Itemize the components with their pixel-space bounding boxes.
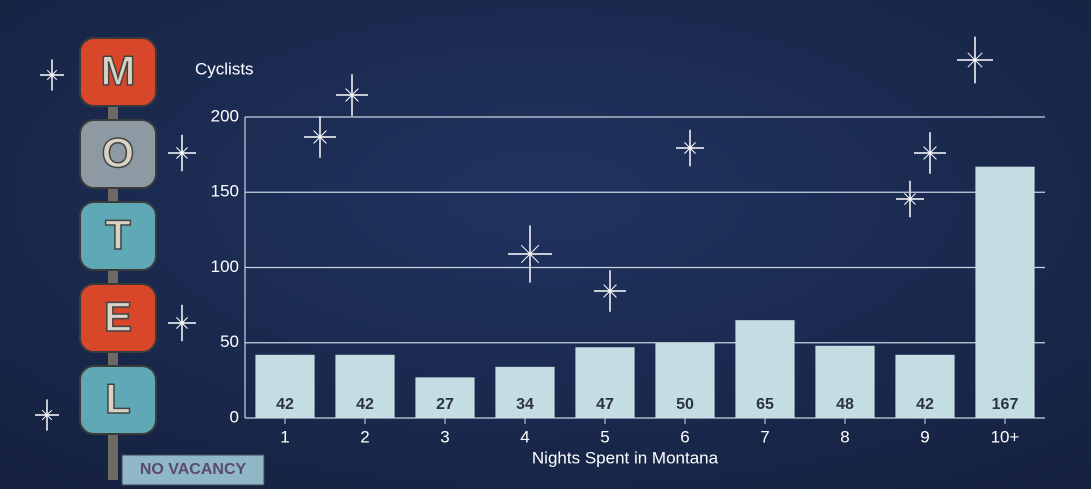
star-ray xyxy=(176,147,188,159)
bar xyxy=(655,342,715,418)
sign-letter: T xyxy=(105,211,131,258)
sign-panel xyxy=(79,119,157,189)
x-tick-label: 3 xyxy=(440,427,449,446)
star-ray xyxy=(41,409,53,421)
y-tick-label: 200 xyxy=(211,106,239,125)
x-tick-label: 9 xyxy=(920,427,929,446)
vacancy-text: NO VACANCY xyxy=(140,461,247,478)
star-ray xyxy=(967,52,983,68)
x-tick-label: 8 xyxy=(840,427,849,446)
star-ray xyxy=(603,284,617,298)
sign-panel xyxy=(79,37,157,107)
bar xyxy=(255,354,315,418)
value-label: 27 xyxy=(436,396,454,413)
y-tick-label: 50 xyxy=(220,332,239,351)
x-tick-label: 1 xyxy=(280,427,289,446)
x-tick-label: 5 xyxy=(600,427,609,446)
x-tick-label: 6 xyxy=(680,427,689,446)
x-axis-title: Nights Spent in Montana xyxy=(532,448,719,467)
x-tick-label: 2 xyxy=(360,427,369,446)
y-tick-label: 150 xyxy=(211,182,239,201)
value-label: 47 xyxy=(596,396,614,413)
star-ray xyxy=(684,142,696,154)
y-tick-label: 100 xyxy=(211,257,239,276)
bar xyxy=(975,166,1035,418)
bar xyxy=(895,354,955,418)
sign-panel xyxy=(79,201,157,271)
bar xyxy=(815,345,875,418)
sign-letter: M xyxy=(101,47,136,94)
sign-letter: L xyxy=(105,375,131,422)
star-ray xyxy=(313,130,327,144)
sign-letter: E xyxy=(104,293,132,340)
value-label: 42 xyxy=(276,396,294,413)
x-tick-label: 7 xyxy=(760,427,769,446)
plot: 0 50 100 150 200 42 1 42 2 27 3 34 4 47 5 50 6 65 7 48 8 42 9 1… xyxy=(211,106,1045,446)
bar xyxy=(335,354,395,418)
star-ray xyxy=(176,317,188,329)
x-tick-label: 10+ xyxy=(991,427,1020,446)
y-axis-title: Cyclists xyxy=(195,59,254,78)
vacancy-plate xyxy=(121,454,265,486)
value-label: 50 xyxy=(676,396,694,413)
sign-panel xyxy=(79,283,157,353)
value-label: 42 xyxy=(356,396,374,413)
y-tick-label: 0 xyxy=(230,407,239,426)
bar xyxy=(495,366,555,418)
value-label: 48 xyxy=(836,396,854,413)
star-ray xyxy=(904,193,916,205)
value-label: 34 xyxy=(516,396,534,413)
bar xyxy=(575,347,635,418)
sign-panel xyxy=(79,365,157,435)
sign-letter: O xyxy=(102,129,135,176)
bar xyxy=(735,320,795,418)
star-ray xyxy=(345,88,359,102)
star-ray xyxy=(46,69,58,81)
value-label: 65 xyxy=(756,396,774,413)
star-ray xyxy=(923,146,937,160)
star-ray xyxy=(520,244,540,264)
stars xyxy=(35,36,993,431)
bar xyxy=(415,377,475,418)
value-label: 42 xyxy=(916,396,934,413)
value-label: 167 xyxy=(992,396,1019,413)
x-tick-label: 4 xyxy=(520,427,529,446)
